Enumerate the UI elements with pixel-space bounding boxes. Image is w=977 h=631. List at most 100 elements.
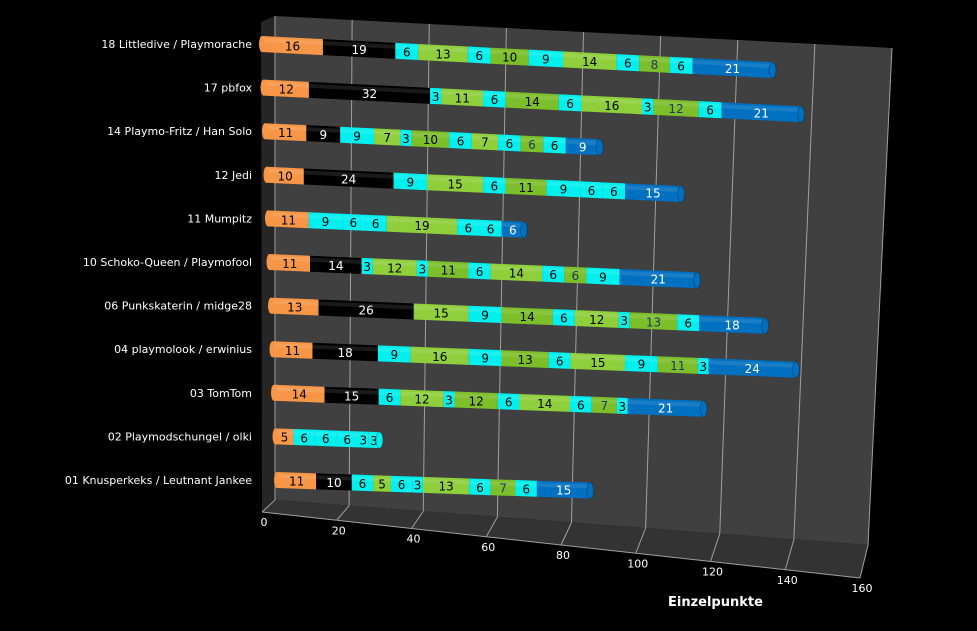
bar-segment [336, 430, 358, 448]
bar-segment-highlight [721, 104, 801, 113]
category-label: 10 Schoko-Queen / Playmofool [83, 256, 252, 269]
bar-segment-highlight [490, 49, 529, 56]
data-label: 21 [725, 62, 740, 76]
bar-segment [468, 262, 491, 280]
x-tick-label: 100 [627, 557, 648, 570]
data-label: 12 [387, 261, 402, 275]
bar-segment-highlight [627, 400, 704, 407]
bar-segment-highlight [306, 127, 341, 133]
bar-segment-highlight [377, 347, 411, 353]
bar-segment [443, 391, 455, 408]
bar-segment [497, 393, 520, 410]
bar-segment [430, 87, 442, 105]
x-tick-label: 140 [777, 574, 798, 587]
bar-segment [468, 305, 502, 324]
bar-segment [581, 95, 642, 115]
bar-end-cap [519, 221, 528, 239]
data-label: 7 [481, 136, 489, 150]
floor-gridline [411, 510, 424, 529]
bar-segment-highlight [427, 176, 484, 183]
bar-row: 11 18 9 16 9 13 6 15 9 11 3 24 [269, 341, 800, 379]
bar-segment [501, 307, 553, 326]
bar-segment-highlight [698, 103, 722, 109]
data-label: 12 [668, 102, 683, 116]
bar-row: 11 14 3 12 3 11 6 14 6 6 9 21 [266, 254, 701, 289]
data-label: 9 [319, 128, 327, 142]
bar-segment-highlight [657, 358, 698, 364]
bar-segment-highlight [351, 476, 374, 482]
bar-segment-highlight [697, 359, 709, 365]
data-label: 6 [343, 433, 351, 447]
data-label: 3 [445, 393, 453, 407]
bar-segment [698, 101, 722, 119]
bar-segment-highlight [581, 97, 642, 105]
bar-segment [262, 36, 323, 56]
bar-segment [265, 123, 307, 142]
bar-segment [372, 258, 417, 277]
bar-segment [552, 309, 575, 327]
bar-end-cap [677, 185, 686, 203]
bar-segment [416, 260, 428, 277]
bar-segment-highlight [653, 100, 699, 108]
bar-segment-highlight [340, 128, 375, 135]
bar-segment [677, 314, 700, 332]
bar-row: 12 32 3 11 6 14 6 16 3 12 6 21 [260, 79, 805, 123]
data-label: 11 [278, 126, 293, 140]
bar-segment [378, 388, 401, 406]
data-label: 6 [398, 478, 406, 492]
data-label: 19 [352, 43, 367, 57]
data-label: 9 [599, 270, 607, 284]
bar-segment [490, 47, 529, 66]
bar-start-cap [272, 428, 279, 445]
bar-segment [542, 265, 565, 283]
bar-segment [708, 358, 796, 378]
bar-segment [272, 341, 313, 359]
bar-segment-highlight [441, 90, 484, 97]
bar-segment-highlight [565, 139, 600, 146]
bar-segment-highlight [262, 38, 323, 46]
data-label: 10 [278, 170, 293, 184]
bar-segment [483, 176, 506, 194]
bar-segment-highlight [293, 431, 315, 436]
category-label: 12 Jedi [214, 169, 252, 182]
bar-segment [266, 166, 304, 185]
bar-end-cap [699, 400, 708, 418]
bar-segment-highlight [471, 135, 499, 141]
bar-start-cap [265, 210, 271, 227]
data-label: 6 [386, 391, 394, 405]
data-label: 6 [372, 217, 380, 231]
bar-segment [653, 98, 699, 118]
data-label: 14 [537, 397, 552, 411]
bar-segment-highlight [625, 185, 682, 192]
bar-segment [395, 42, 419, 60]
data-label: 9 [579, 140, 587, 154]
data-label: 6 [706, 104, 714, 118]
bar-row: 16 19 6 13 6 10 9 14 6 8 6 21 [259, 36, 777, 79]
data-label: 6 [551, 139, 559, 153]
bar-segment-highlight [497, 395, 520, 400]
bar-segment-highlight [520, 137, 544, 143]
bar-row: 13 26 15 9 14 6 12 3 13 6 18 [268, 297, 770, 335]
bar-segment-highlight [266, 168, 304, 175]
x-tick-label: 20 [332, 524, 346, 537]
data-label: 6 [522, 482, 530, 496]
bar-segment [400, 389, 444, 408]
bar-segment-highlight [314, 431, 337, 437]
bar-segment-highlight [548, 354, 571, 359]
data-label: 11 [441, 264, 456, 278]
bar-segment-highlight [274, 386, 325, 393]
data-label: 15 [344, 390, 359, 404]
bar-segment-highlight [412, 478, 423, 483]
bar-segment [275, 428, 294, 446]
floor-gridline [859, 544, 869, 579]
bar-segment-highlight [468, 264, 491, 270]
bar-segment-highlight [498, 136, 521, 142]
bar-segment-highlight [310, 257, 362, 264]
bar-segment [322, 39, 396, 59]
data-label: 6 [476, 481, 484, 495]
bar-segment [616, 397, 628, 415]
bar-segment-highlight [574, 312, 619, 318]
data-label: 6 [487, 222, 495, 236]
bar-end-cap [791, 361, 800, 379]
